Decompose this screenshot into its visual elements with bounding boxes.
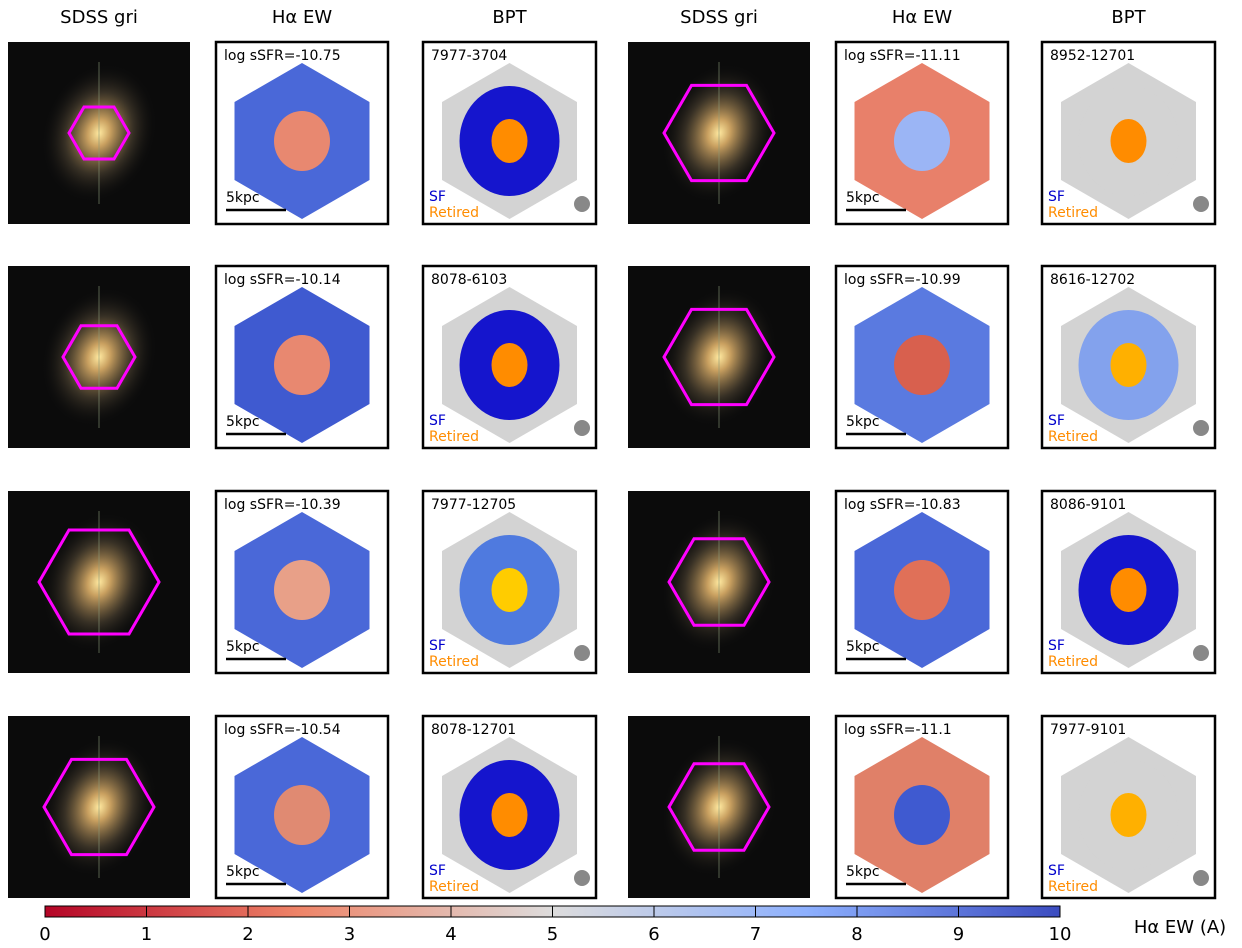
column-header: Hα EW: [892, 7, 952, 28]
scale-label: 5kpc: [226, 864, 260, 880]
ifu-hexagon: [42, 757, 156, 857]
ha-core: [894, 111, 950, 171]
galaxy-id: 8078-12701: [431, 722, 516, 738]
ha-core: [274, 335, 330, 395]
psf-marker: [574, 645, 590, 661]
retired-legend: Retired: [1048, 879, 1098, 895]
retired-legend: Retired: [429, 205, 479, 221]
retired-legend: Retired: [429, 429, 479, 445]
bpt-retired-region: [1110, 568, 1147, 612]
ssfr-label: log sSFR=-10.83: [844, 497, 961, 513]
ifu-hexagon: [662, 307, 776, 407]
sf-legend: SF: [429, 638, 446, 654]
ssfr-label: log sSFR=-10.99: [844, 272, 961, 288]
column-header: SDSS gri: [60, 7, 138, 28]
psf-marker: [1193, 870, 1209, 886]
scale-label: 5kpc: [846, 190, 880, 206]
ifu-hexagon: [662, 83, 776, 183]
column-header: BPT: [1111, 7, 1146, 28]
psf-marker: [1193, 196, 1209, 212]
retired-legend: Retired: [429, 879, 479, 895]
galaxy-id: 7977-9101: [1050, 722, 1126, 738]
sf-legend: SF: [429, 413, 446, 429]
galaxy-id: 8078-6103: [431, 272, 507, 288]
ssfr-label: log sSFR=-10.75: [224, 48, 341, 64]
bpt-retired-region: [491, 343, 528, 387]
ifu-hexagon: [37, 528, 161, 636]
psf-marker: [1193, 420, 1209, 436]
ha-core: [894, 335, 950, 395]
colorbar-tick-label: 1: [141, 924, 152, 944]
ifu-hexagon: [667, 762, 771, 852]
retired-legend: Retired: [1048, 429, 1098, 445]
retired-legend: Retired: [429, 654, 479, 670]
ssfr-label: log sSFR=-11.1: [844, 722, 952, 738]
psf-marker: [574, 420, 590, 436]
psf-marker: [574, 870, 590, 886]
ha-core: [274, 560, 330, 620]
psf-marker: [574, 196, 590, 212]
ssfr-label: log sSFR=-11.11: [844, 48, 961, 64]
colorbar-tick-label: 2: [242, 924, 253, 944]
scale-label: 5kpc: [846, 639, 880, 655]
colorbar-tick-label: 8: [851, 924, 862, 944]
galaxy-id: 7977-12705: [431, 497, 516, 513]
column-header: Hα EW: [272, 7, 332, 28]
scale-label: 5kpc: [846, 864, 880, 880]
colorbar-tick-label: 10: [1049, 924, 1072, 944]
ifu-hexagon: [61, 324, 137, 390]
galaxy-id: 8952-12701: [1050, 48, 1135, 64]
sf-legend: SF: [429, 189, 446, 205]
ifu-hexagon: [67, 105, 131, 161]
sf-legend: SF: [1048, 413, 1065, 429]
retired-legend: Retired: [1048, 205, 1098, 221]
galaxy-id: 7977-3704: [431, 48, 507, 64]
bpt-retired-region: [491, 793, 528, 837]
colorbar-tick-label: 0: [39, 924, 50, 944]
bpt-retired-region: [491, 119, 528, 163]
ha-core: [274, 785, 330, 845]
colorbar-tick-label: 4: [445, 924, 456, 944]
colorbar-tick-label: 5: [547, 924, 558, 944]
column-header: SDSS gri: [680, 7, 758, 28]
scale-label: 5kpc: [226, 190, 260, 206]
ha-core: [894, 785, 950, 845]
galaxy-id: 8086-9101: [1050, 497, 1126, 513]
retired-legend: Retired: [1048, 654, 1098, 670]
ifu-hexagon: [667, 537, 771, 627]
galaxy-id: 8616-12702: [1050, 272, 1135, 288]
colorbar-tick-label: 3: [344, 924, 355, 944]
sf-legend: SF: [1048, 638, 1065, 654]
sf-legend: SF: [1048, 189, 1065, 205]
colorbar-tick-label: 7: [750, 924, 761, 944]
bpt-retired-region: [491, 568, 528, 612]
scale-label: 5kpc: [846, 414, 880, 430]
ssfr-label: log sSFR=-10.14: [224, 272, 341, 288]
psf-marker: [1193, 645, 1209, 661]
bpt-retired-region: [1110, 119, 1147, 163]
bpt-retired-region: [1110, 343, 1147, 387]
column-header: BPT: [492, 7, 527, 28]
ha-core: [894, 560, 950, 620]
sf-legend: SF: [429, 863, 446, 879]
ssfr-label: log sSFR=-10.39: [224, 497, 341, 513]
colorbar-tick-label: 9: [953, 924, 964, 944]
colorbar-tick-label: 6: [648, 924, 659, 944]
scale-label: 5kpc: [226, 414, 260, 430]
colorbar-label: Hα EW (A): [1134, 917, 1226, 938]
bpt-retired-region: [1110, 793, 1147, 837]
scale-label: 5kpc: [226, 639, 260, 655]
ha-core: [274, 111, 330, 171]
ssfr-label: log sSFR=-10.54: [224, 722, 341, 738]
sf-legend: SF: [1048, 863, 1065, 879]
